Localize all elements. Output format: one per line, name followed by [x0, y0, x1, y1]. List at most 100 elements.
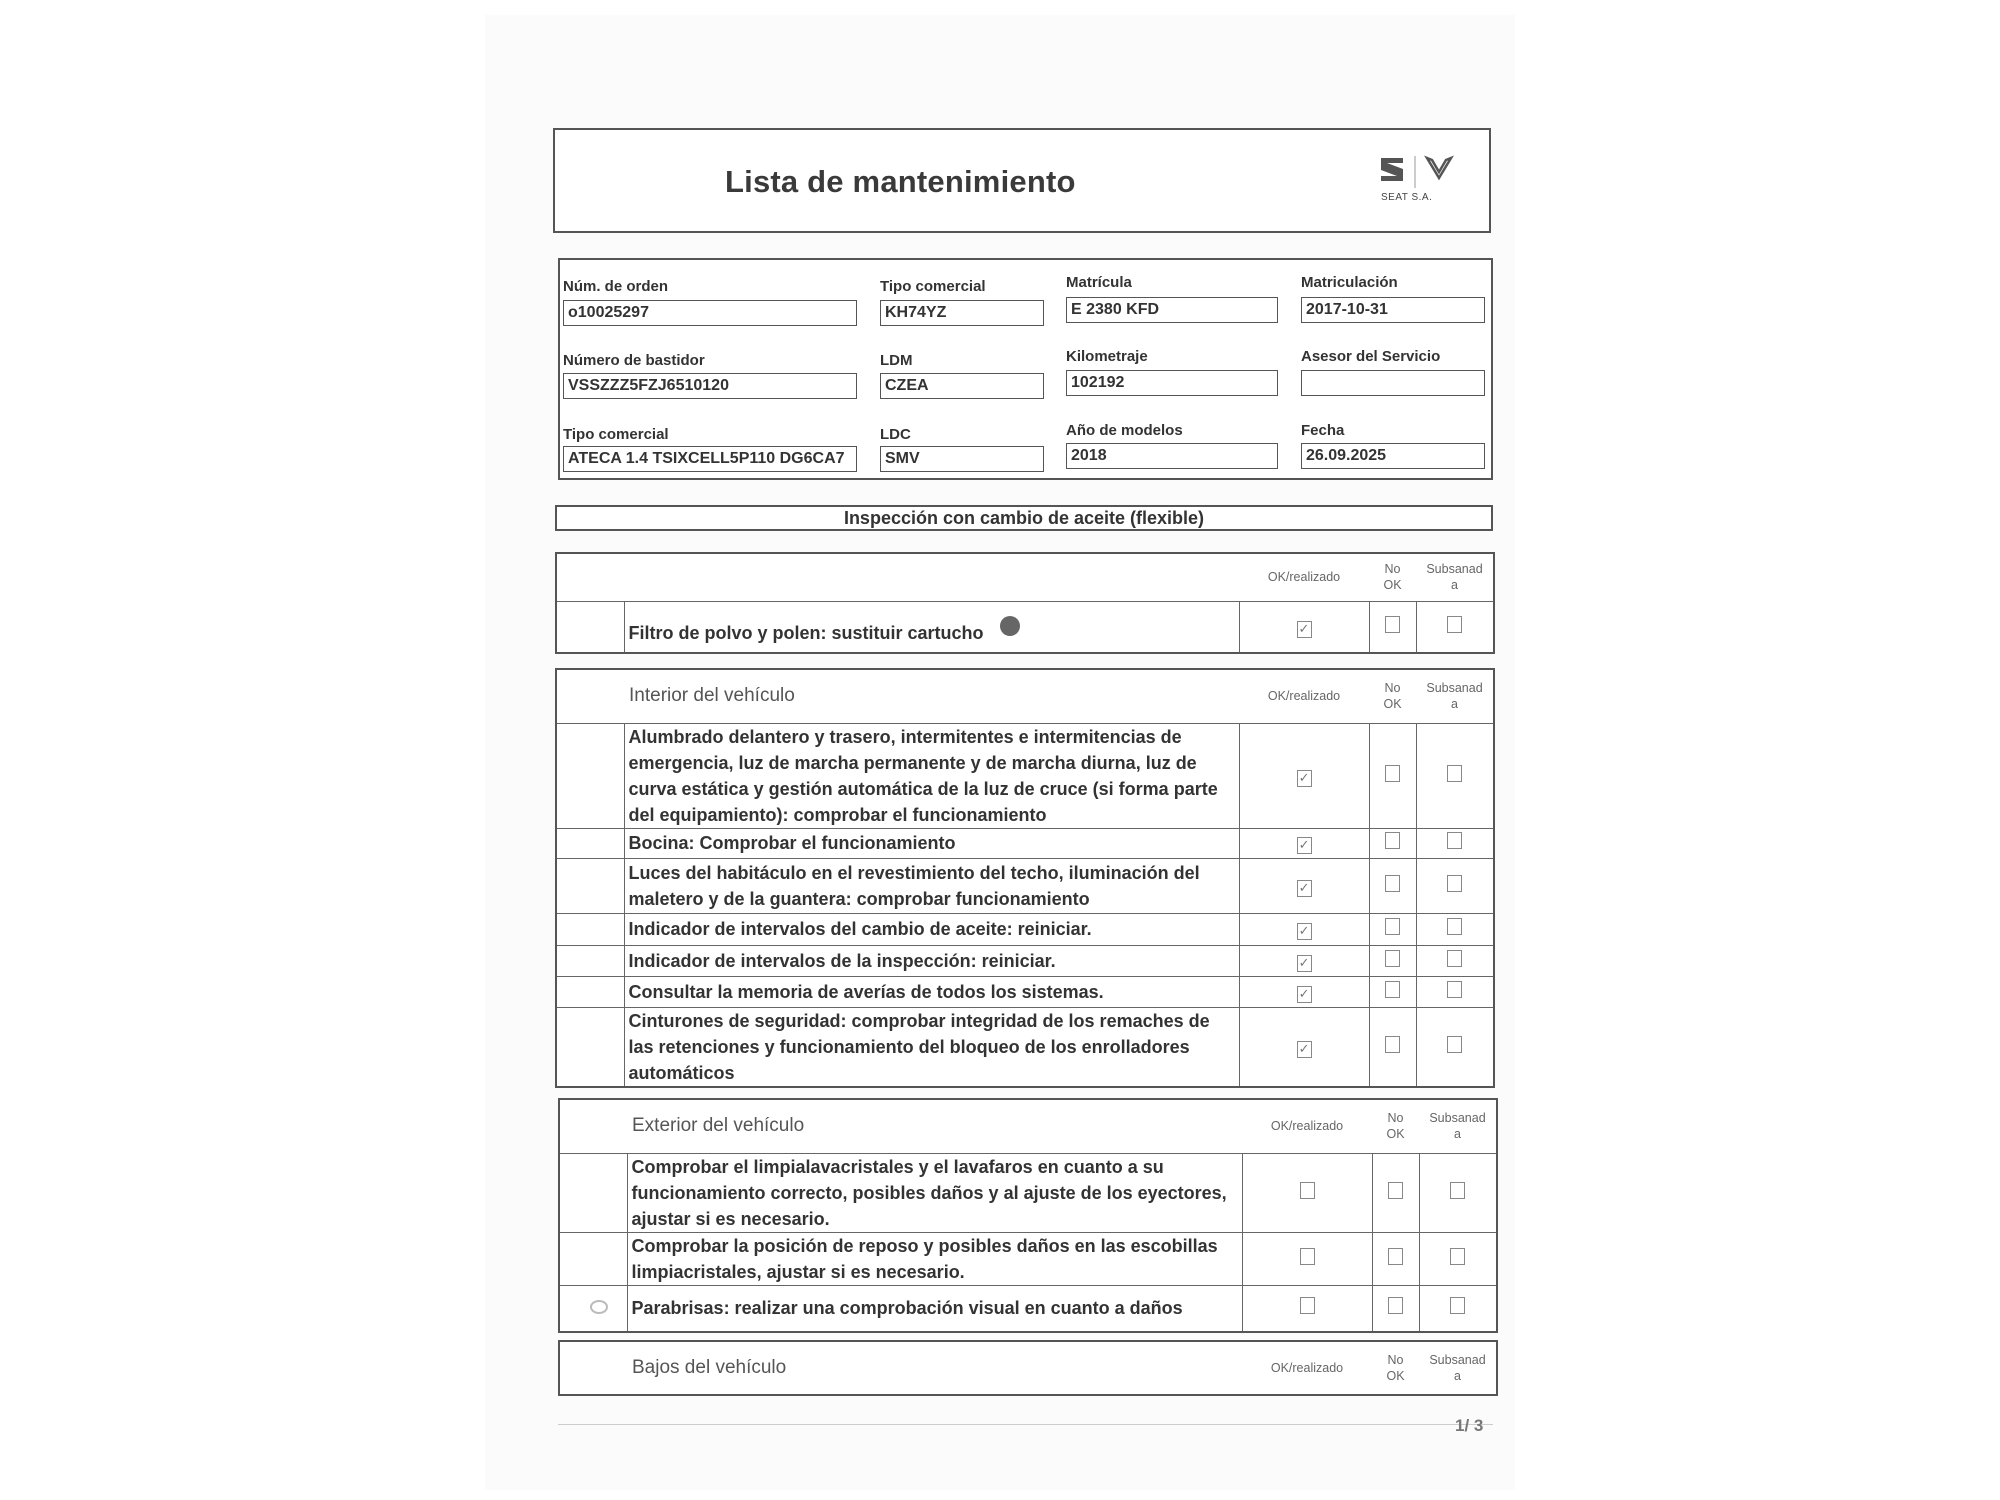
col-sub-line2: a [1451, 578, 1458, 593]
checkbox-ok[interactable]: ✓ [1296, 620, 1312, 638]
item-text: Parabrisas: realizar una comprobación vi… [631, 1298, 1183, 1319]
checkbox-subsanada[interactable] [1450, 1297, 1466, 1315]
checkbox-ok[interactable]: ✓ [1296, 954, 1312, 972]
ok-cell: ✓ [1238, 912, 1370, 946]
no-ok-cell [1368, 722, 1417, 829]
field-label: Año de modelos [1066, 422, 1183, 439]
checkbox-ok[interactable] [1299, 1297, 1315, 1315]
col-no-ok-line2: OK [1386, 1127, 1405, 1142]
section-title: Inspección con cambio de aceite (flexibl… [555, 505, 1493, 531]
checkbox-ok[interactable]: ✓ [1296, 985, 1312, 1003]
table-header: Bajos del vehículo OK/realizado No OK Sub… [559, 1340, 1497, 1396]
col-sub-line1: Subsanad [1429, 1353, 1486, 1367]
item-cell: Consultar la memoria de averías de todos… [623, 975, 1240, 1008]
col-sub-line1: Subsanad [1426, 681, 1483, 696]
checkbox-subsanada[interactable] [1450, 1181, 1466, 1199]
subsanada-cell [1415, 944, 1495, 977]
group-title [556, 552, 1239, 602]
ok-cell [1241, 1284, 1373, 1333]
group-title: Exterior del vehículo [559, 1098, 1242, 1154]
table-row: Cinturones de seguridad: comprobar integ… [555, 1006, 1495, 1087]
ok-cell: ✓ [1238, 827, 1370, 859]
col-no-ok-line1: No [1387, 1111, 1404, 1126]
row-marker [555, 912, 625, 946]
checkbox-subsanada[interactable] [1447, 1035, 1463, 1053]
row-marker [558, 1152, 628, 1233]
checkbox-no_ok[interactable] [1388, 1297, 1403, 1315]
checkbox-ok[interactable]: ✓ [1296, 923, 1312, 940]
checkbox-ok[interactable] [1299, 1247, 1315, 1265]
subsanada-cell [1415, 857, 1495, 914]
field-value: 2018 [1066, 443, 1278, 469]
ok-cell [1241, 1231, 1373, 1286]
field-value: VSSZZZ5FZJ6510120 [563, 373, 857, 399]
field-value [1301, 370, 1485, 396]
field-value: 2017-10-31 [1301, 297, 1485, 323]
field-value: o10025297 [563, 300, 857, 326]
item-text: Indicador de intervalos del cambio de ac… [628, 919, 1092, 939]
checkbox-no_ok[interactable] [1388, 1247, 1403, 1265]
checkbox-ok[interactable]: ✓ [1296, 1040, 1312, 1058]
checkbox-subsanada[interactable] [1447, 832, 1463, 849]
checkbox-no_ok[interactable] [1385, 832, 1401, 849]
subsanada-cell [1418, 1284, 1498, 1333]
row-marker [555, 827, 625, 859]
checkbox-subsanada[interactable] [1447, 918, 1463, 935]
checkbox-subsanada[interactable] [1447, 949, 1463, 967]
page-number: 1/ 3 [1455, 1416, 1484, 1435]
field-label: Número de bastidor [563, 352, 705, 369]
checkbox-ok[interactable]: ✓ [1296, 769, 1312, 787]
table-header: OK/realizado No OK Subsanad a [556, 552, 1494, 602]
subsanada-cell [1415, 722, 1495, 829]
group-bajos: Bajos del vehículo OK/realizado No OK Sub… [558, 1340, 1498, 1396]
dot-marker-icon [999, 616, 1020, 637]
col-sub-line2: a [1451, 697, 1458, 712]
row-marker [555, 722, 625, 829]
col-no-ok-line2: OK [1386, 1369, 1405, 1383]
checkbox-ok[interactable]: ✓ [1296, 879, 1312, 897]
col-subsanada: Subsanad a [1416, 668, 1495, 724]
row-marker [558, 1284, 628, 1333]
checkbox-ok[interactable] [1299, 1181, 1315, 1199]
field-value: 26.09.2025 [1301, 443, 1485, 469]
col-subsanada: Subsanad a [1416, 552, 1494, 602]
item-text: Consultar la memoria de averías de todos… [628, 981, 1104, 1002]
field-label: Kilometraje [1066, 348, 1148, 365]
item-text: Filtro de polvo y polen: sustituir cartu… [628, 623, 984, 643]
checkbox-no_ok[interactable] [1385, 980, 1401, 998]
no-ok-cell [1368, 975, 1417, 1008]
checkbox-no_ok[interactable] [1385, 1035, 1401, 1053]
checkbox-no_ok[interactable] [1385, 949, 1401, 967]
checkbox-ok[interactable]: ✓ [1296, 837, 1312, 854]
item-text: Comprobar la posición de reposo y posibl… [631, 1235, 1218, 1282]
col-no-ok-line1: No [1384, 562, 1401, 577]
checkbox-no_ok[interactable] [1385, 874, 1401, 892]
checkbox-no_ok[interactable] [1385, 918, 1401, 935]
field-label: LDM [880, 352, 913, 369]
ok-cell: ✓ [1238, 1006, 1370, 1087]
checkbox-subsanada[interactable] [1447, 615, 1463, 633]
subsanada-cell [1415, 975, 1495, 1008]
checkbox-subsanada[interactable] [1447, 980, 1463, 998]
checkbox-subsanada[interactable] [1450, 1247, 1466, 1265]
table-row: Alumbrado delantero y trasero, intermite… [555, 722, 1495, 829]
item-text: Bocina: Comprobar el funcionamiento [628, 833, 956, 853]
no-ok-cell [1368, 944, 1417, 977]
field-label: LDC [880, 426, 911, 443]
subsanada-cell [1415, 600, 1495, 654]
subsanada-cell [1418, 1231, 1498, 1286]
ok-cell: ✓ [1238, 944, 1370, 977]
checkbox-no_ok[interactable] [1385, 615, 1400, 633]
col-no-ok-line1: No [1387, 1353, 1404, 1367]
eye-icon [590, 1300, 608, 1315]
checkbox-subsanada[interactable] [1447, 764, 1463, 782]
col-no-ok-line2: OK [1383, 697, 1402, 712]
checkbox-no_ok[interactable] [1385, 764, 1401, 782]
col-ok: OK/realizado [1242, 1098, 1372, 1154]
checkbox-no_ok[interactable] [1388, 1181, 1403, 1199]
col-no-ok: No OK [1372, 1340, 1419, 1396]
table-row: Bocina: Comprobar el funcionamiento ✓ [555, 827, 1495, 859]
checkbox-subsanada[interactable] [1447, 874, 1463, 892]
col-sub-line2: a [1454, 1369, 1461, 1383]
table-row: Indicador de intervalos de la inspección… [555, 944, 1495, 977]
